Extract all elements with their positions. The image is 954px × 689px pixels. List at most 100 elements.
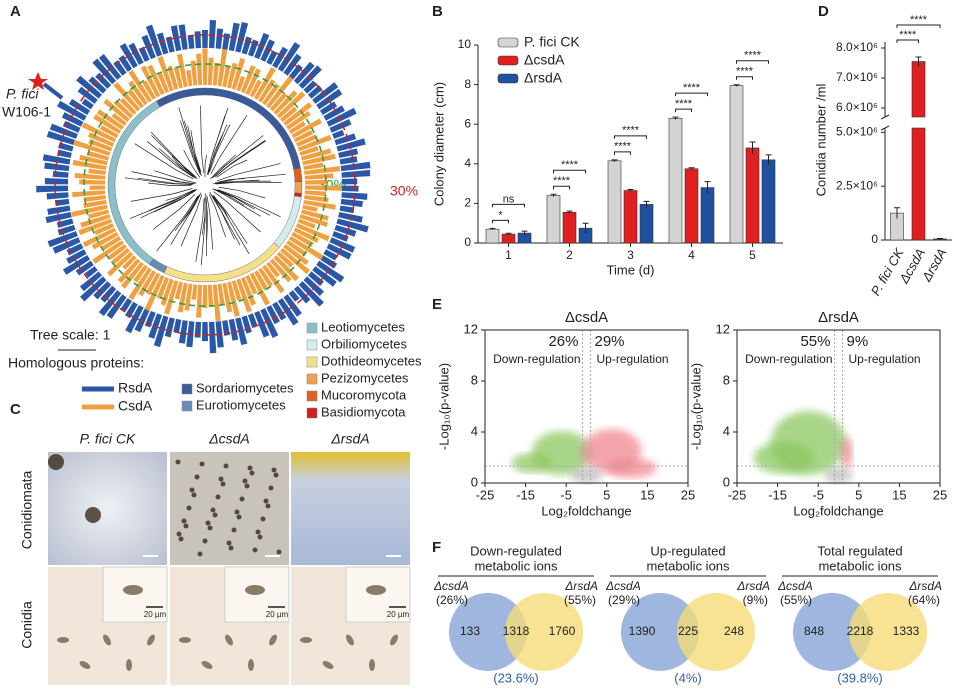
highlight-pointer — [42, 82, 64, 100]
y-tick-label: 7.0×10⁶ — [836, 70, 878, 84]
conidium — [322, 661, 334, 669]
conidioma — [268, 485, 274, 491]
point-cloud — [840, 437, 853, 469]
csda-ring-bar — [288, 236, 324, 260]
y-tick-label: 0 — [871, 232, 878, 246]
csda-ring-bar — [231, 280, 242, 301]
down-percent: 26% — [548, 333, 578, 350]
csda-ring-bar — [217, 49, 228, 87]
rsda-ring-bar — [235, 317, 248, 346]
scale-label: 20 µm — [144, 610, 167, 619]
csda-ring-bar — [222, 66, 231, 88]
conidioma — [249, 470, 255, 476]
rsda-ring-bar — [334, 133, 357, 146]
bar — [911, 61, 926, 118]
x-tick-label: -5 — [560, 487, 572, 502]
rsda-ring-bar — [76, 75, 103, 99]
rsda-ring-bar — [247, 39, 259, 57]
significance-bracket — [736, 76, 753, 80]
rsda-ring-bar — [228, 318, 239, 341]
csda-ring-bar — [113, 99, 134, 119]
set-label: ΔrsdA — [564, 579, 598, 593]
csda-ring-bar — [299, 146, 319, 156]
rsda-ring-bar — [332, 129, 345, 139]
tree-scale: Tree scale: 1 — [30, 327, 111, 343]
rsda-ring-bar — [272, 46, 289, 69]
down-label: Down-regulation — [493, 352, 580, 366]
csda-ring-bar — [119, 97, 137, 115]
legend-heading: Homologous proteins: — [8, 355, 144, 371]
significance-label: **** — [736, 66, 754, 78]
csda-ring-bar — [302, 204, 318, 212]
csda-ring-bar — [304, 195, 329, 203]
set-label: ΔrsdA — [908, 579, 942, 593]
rsda-ring-bar — [208, 321, 217, 354]
conidioma — [236, 514, 242, 520]
bar — [562, 212, 577, 244]
threshold-line — [737, 330, 940, 483]
venn-title: metabolic ions — [646, 558, 730, 573]
rsda-ring-bar — [61, 112, 84, 127]
rsda-ring-bar — [194, 321, 202, 338]
rsda-ring-bar — [118, 55, 133, 72]
rsda-ring-bar — [215, 28, 224, 49]
conidioma — [85, 507, 101, 523]
csda-ring-bar — [184, 283, 193, 311]
conidioma — [181, 518, 187, 524]
error-bar — [521, 230, 528, 236]
csda-ring-bar — [157, 72, 170, 94]
csda-ring-bar — [147, 64, 165, 96]
rsda-ring-bar — [208, 19, 217, 49]
error-bar — [643, 200, 650, 208]
class-ring-segment — [293, 167, 303, 183]
strain-label: P. fici — [6, 86, 39, 102]
rsda-ring-bar — [58, 142, 74, 152]
significance-bracket — [553, 169, 586, 174]
csda-ring-bar — [89, 185, 106, 191]
rsda-ring-bar — [148, 313, 163, 339]
rsda-ring-bar — [98, 53, 122, 80]
csda-ring-bar — [110, 248, 130, 266]
csda-ring-bar — [72, 159, 107, 171]
rsda-ring-bar — [55, 198, 70, 207]
rsda-ring-bar — [93, 281, 112, 300]
bar — [668, 117, 683, 244]
plot-frame — [736, 329, 941, 484]
down-percent: 55% — [800, 333, 830, 350]
threshold-ring — [83, 63, 327, 307]
significance-label: **** — [553, 175, 571, 187]
conidium — [126, 659, 132, 671]
rsda-ring-bar — [47, 205, 71, 215]
significance-label: **** — [683, 82, 701, 94]
error-bar — [704, 181, 711, 194]
panel-letter: B — [432, 3, 443, 20]
x-axis-label: Log₂foldchange — [541, 503, 631, 518]
legend-swatch — [306, 407, 318, 419]
csda-ring-bar — [111, 112, 127, 126]
rsda-ring-bar — [77, 86, 98, 104]
csda-ring-bar — [212, 284, 221, 322]
csda-ring-bar — [231, 57, 246, 90]
rsda-ring-bar — [62, 255, 91, 275]
micrographs: P. fici CK ΔcsdA ΔrsdA Conidiomata Conidia 20… — [19, 431, 411, 685]
csda-ring-bar — [73, 139, 111, 156]
conidioma — [231, 527, 237, 533]
bar — [729, 85, 744, 244]
csda-ring-bar — [249, 79, 262, 98]
csda-ring-bar — [128, 70, 152, 103]
error-bar — [582, 222, 589, 234]
conidium — [103, 634, 111, 646]
significance-label: **** — [910, 14, 928, 26]
error-bar — [672, 116, 679, 120]
panel-letter: F — [432, 539, 441, 556]
y-tick-label: 10 — [458, 37, 472, 51]
conidioma — [239, 496, 245, 502]
rsda-ring-bar — [178, 320, 188, 344]
csda-ring-bar — [78, 218, 113, 236]
conidium — [123, 585, 143, 595]
conidioma — [257, 534, 263, 540]
significance-bracket — [614, 151, 631, 155]
conidium — [300, 637, 312, 643]
rsda-ring-bar — [341, 169, 371, 178]
